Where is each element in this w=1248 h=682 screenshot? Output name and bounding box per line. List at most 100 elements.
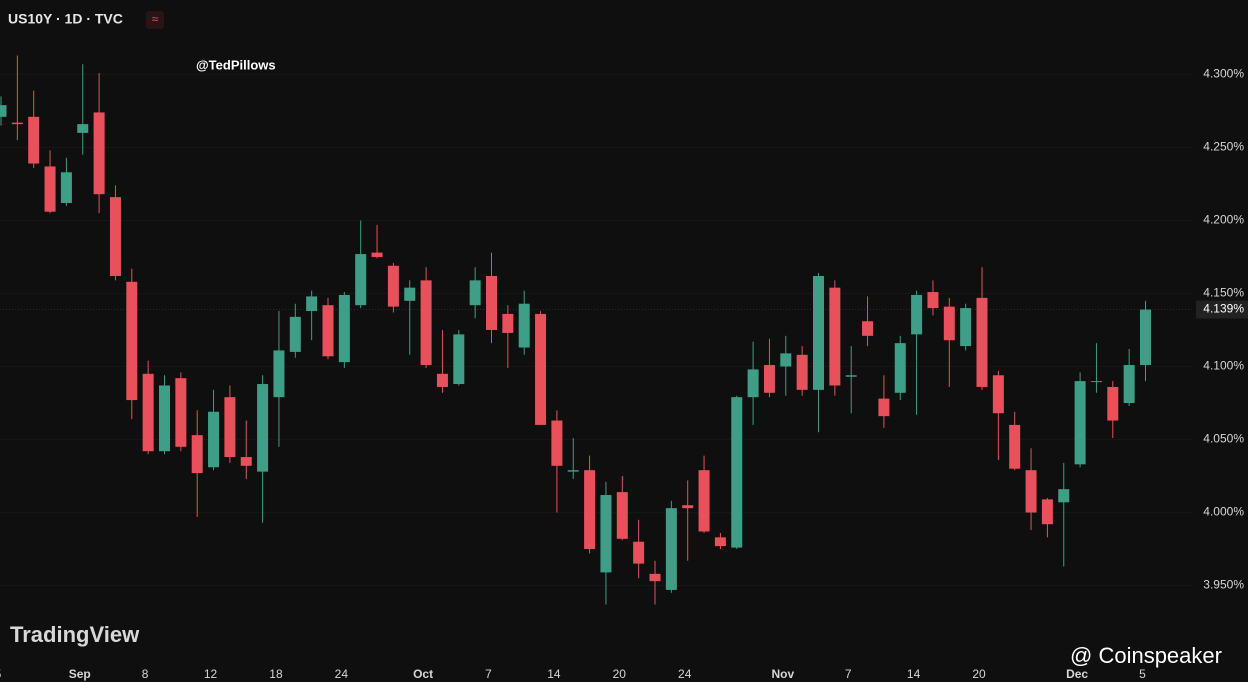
candle-body [240, 457, 252, 466]
candle-body [829, 287, 841, 386]
candle-body [502, 313, 514, 333]
y-tick-label: 4.250% [1203, 140, 1244, 154]
candle-body [224, 397, 236, 458]
candle-body [486, 275, 497, 330]
candle-body [1074, 381, 1086, 465]
candle-body [175, 378, 187, 447]
candle-body [567, 470, 579, 472]
candle-body [1090, 381, 1102, 383]
candle-body [387, 265, 399, 307]
watermark-tradingview: TradingView [10, 622, 140, 647]
candle-body [665, 508, 677, 590]
candle-body [616, 492, 628, 539]
candle-body [584, 470, 596, 550]
x-tick-label: 8 [142, 667, 149, 681]
x-tick-label: 7 [845, 667, 852, 681]
candle-body [453, 334, 465, 385]
y-tick-label: 4.100% [1203, 359, 1244, 373]
indicator-icon[interactable] [146, 11, 164, 29]
y-tick-label: 4.200% [1203, 213, 1244, 227]
indicator-glyph: ≈ [152, 12, 159, 26]
candle-body [289, 316, 301, 352]
candle-body [0, 105, 7, 117]
candle-body [11, 122, 23, 125]
x-tick-label: 24 [335, 667, 349, 681]
watermark-coinspeaker: @ Coinspeaker [1070, 643, 1222, 668]
candle-body [469, 280, 481, 306]
candle-body [633, 541, 645, 564]
candle-body [943, 306, 955, 341]
candle-body [698, 470, 710, 532]
candle-body [436, 373, 448, 387]
candle-body [273, 350, 285, 398]
candle-body [747, 369, 759, 398]
candle-body [1009, 424, 1021, 469]
candle-body [649, 573, 661, 582]
candle-body [862, 321, 874, 336]
x-tick-label: 5 [1139, 667, 1146, 681]
candle-body [518, 303, 530, 348]
candle-body [731, 397, 743, 548]
y-tick-label: 4.000% [1203, 505, 1244, 519]
x-tick-label: Oct [413, 667, 433, 681]
candle-body [208, 411, 220, 468]
x-tick-label: 18 [269, 667, 283, 681]
candle-body [355, 254, 367, 306]
candle-body [780, 353, 792, 367]
candle-body [535, 313, 547, 425]
x-tick-label: 7 [485, 667, 492, 681]
x-tick-label: 24 [678, 667, 692, 681]
x-tick-label: 14 [547, 667, 561, 681]
candle-body [404, 287, 416, 301]
candle-body [976, 297, 988, 387]
x-tick-label: Sep [69, 667, 91, 681]
candle-body [1107, 386, 1119, 421]
last-price-label: 4.139% [1203, 302, 1244, 316]
candle-body [44, 166, 56, 212]
x-tick-label: Dec [1066, 667, 1088, 681]
last-price-box [1196, 300, 1248, 319]
candle-body [371, 252, 383, 257]
x-tick-label: 20 [972, 667, 986, 681]
candle-body [142, 373, 154, 452]
annotation: @TedPillows [196, 57, 276, 72]
candle-body [257, 384, 269, 472]
y-tick-label: 4.150% [1203, 286, 1244, 300]
candle-body [60, 172, 72, 203]
candle-body [927, 292, 939, 309]
candle-body [894, 343, 906, 393]
x-tick-label: 20 [613, 667, 627, 681]
y-tick-label: 4.050% [1203, 432, 1244, 446]
chart-title: US10Y · 1D · TVC [8, 11, 123, 27]
candle-body [763, 365, 775, 393]
candle-body [191, 435, 203, 474]
y-tick-label: 3.950% [1203, 578, 1244, 592]
candle-body [126, 281, 138, 401]
candle-body [600, 495, 612, 573]
y-tick-label: 4.300% [1203, 67, 1244, 81]
candle-body [813, 275, 824, 390]
candle-body [322, 305, 334, 357]
x-tick-label: 14 [907, 667, 921, 681]
candle-body [960, 308, 972, 347]
candle-body [1123, 365, 1135, 404]
candle-body [1058, 489, 1070, 503]
candle-body [159, 385, 170, 452]
candle-body [420, 280, 432, 366]
x-tick-label: 12 [204, 667, 218, 681]
candle-body [109, 197, 121, 276]
candle-body [93, 112, 105, 195]
x-tick-label: 5 [0, 667, 2, 681]
candle-body [911, 294, 923, 335]
candle-body [28, 116, 40, 164]
x-tick-label: Nov [771, 667, 794, 681]
candle-body [796, 354, 808, 390]
candle-body [878, 398, 890, 417]
candle-body [551, 420, 563, 466]
candle-body [1041, 499, 1053, 525]
candle-body [338, 294, 350, 363]
candle-body [682, 505, 694, 509]
candle-body [1140, 309, 1151, 366]
